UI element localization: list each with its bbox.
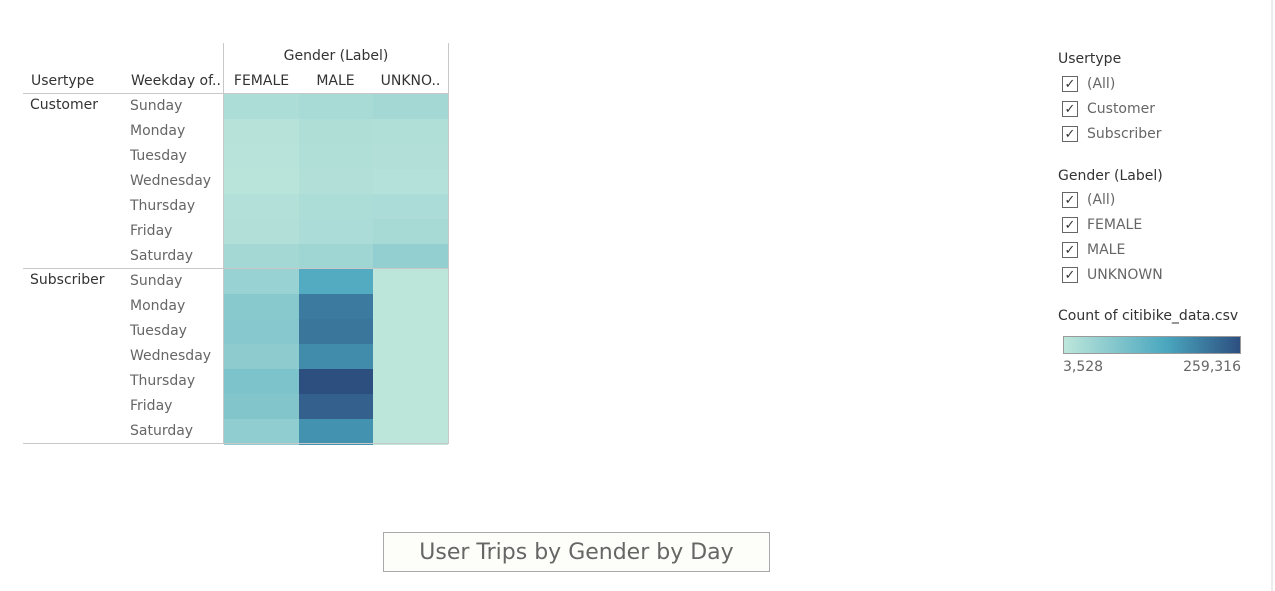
- heatmap-cell[interactable]: [373, 244, 449, 270]
- column-group-header: Gender (Label): [283, 48, 389, 64]
- filter-item-label: FEMALE: [1087, 217, 1143, 233]
- heatmap-cell[interactable]: [298, 269, 374, 295]
- usertype-filter-subscriber[interactable]: ✓ Subscriber: [1062, 125, 1162, 143]
- gender-filter-title: Gender (Label): [1058, 168, 1163, 184]
- heatmap-cell[interactable]: [298, 369, 374, 395]
- heatmap-cell[interactable]: [224, 194, 300, 220]
- heatmap-cell[interactable]: [373, 144, 449, 170]
- heatmap-cell[interactable]: [224, 119, 300, 145]
- weekday-row-label: Friday: [130, 223, 173, 239]
- group-divider: [23, 268, 449, 269]
- weekday-row-label: Sunday: [130, 98, 183, 114]
- vertical-divider: [223, 43, 224, 444]
- column-header-unknown: UNKNO..: [380, 73, 441, 89]
- weekday-row-label: Friday: [130, 398, 173, 414]
- checkbox-checked-icon[interactable]: ✓: [1062, 126, 1078, 142]
- heatmap-cell[interactable]: [298, 169, 374, 195]
- color-legend-min: 3,528: [1063, 359, 1104, 375]
- heatmap-cell[interactable]: [373, 219, 449, 245]
- heatmap-cell[interactable]: [373, 169, 449, 195]
- heatmap-cell[interactable]: [298, 119, 374, 145]
- weekday-row-label: Monday: [130, 123, 186, 139]
- weekday-row-label: Saturday: [130, 423, 194, 439]
- weekday-row-label: Wednesday: [130, 348, 212, 364]
- heatmap-cell[interactable]: [373, 269, 449, 295]
- heatmap-cell[interactable]: [373, 419, 449, 445]
- gender-filter-all[interactable]: ✓ (All): [1062, 191, 1115, 209]
- frame-edge: [1271, 0, 1273, 591]
- heatmap-crosstab: Gender (Label) Usertype Weekday of.. FEM…: [0, 0, 460, 450]
- heatmap-cell[interactable]: [298, 244, 374, 270]
- filter-item-label: (All): [1087, 192, 1116, 208]
- heatmap-cell[interactable]: [373, 369, 449, 395]
- heatmap-cell[interactable]: [224, 244, 300, 270]
- heatmap-cell[interactable]: [298, 144, 374, 170]
- gender-filter-unknown[interactable]: ✓ UNKNOWN: [1062, 266, 1163, 284]
- weekday-row-label: Monday: [130, 298, 186, 314]
- color-legend-max: 259,316: [1183, 359, 1241, 375]
- checkbox-checked-icon[interactable]: ✓: [1062, 101, 1078, 117]
- color-legend-title: Count of citibike_data.csv: [1058, 308, 1239, 324]
- weekday-row-label: Wednesday: [130, 173, 212, 189]
- gender-filter-female[interactable]: ✓ FEMALE: [1062, 216, 1142, 234]
- heatmap-cell[interactable]: [224, 294, 300, 320]
- right-border: [448, 43, 449, 444]
- filter-item-label: Subscriber: [1087, 126, 1162, 142]
- usertype-filter-all[interactable]: ✓ (All): [1062, 75, 1115, 93]
- heatmap-cell[interactable]: [224, 219, 300, 245]
- weekday-row-label: Saturday: [130, 248, 194, 264]
- usertype-row-label: Customer: [30, 97, 99, 113]
- checkbox-checked-icon[interactable]: ✓: [1062, 267, 1078, 283]
- heatmap-cell[interactable]: [298, 219, 374, 245]
- checkbox-checked-icon[interactable]: ✓: [1062, 242, 1078, 258]
- weekday-row-label: Tuesday: [130, 323, 187, 339]
- heatmap-cell[interactable]: [224, 369, 300, 395]
- usertype-filter-title: Usertype: [1058, 51, 1122, 67]
- heatmap-cell[interactable]: [224, 344, 300, 370]
- heatmap-cell[interactable]: [298, 394, 374, 420]
- row-header-usertype: Usertype: [31, 73, 95, 89]
- gender-filter-male[interactable]: ✓ MALE: [1062, 241, 1125, 259]
- heatmap-cell[interactable]: [224, 94, 300, 120]
- filter-item-label: MALE: [1087, 242, 1126, 258]
- bottom-border: [23, 443, 449, 444]
- checkbox-checked-icon[interactable]: ✓: [1062, 76, 1078, 92]
- weekday-row-label: Thursday: [130, 198, 196, 214]
- heatmap-cell[interactable]: [224, 144, 300, 170]
- heatmap-cell[interactable]: [373, 194, 449, 220]
- heatmap-cell[interactable]: [373, 294, 449, 320]
- weekday-row-label: Sunday: [130, 273, 183, 289]
- checkbox-checked-icon[interactable]: ✓: [1062, 217, 1078, 233]
- weekday-row-label: Tuesday: [130, 148, 187, 164]
- heatmap-cell[interactable]: [373, 119, 449, 145]
- heatmap-cell[interactable]: [298, 94, 374, 120]
- heatmap-cell[interactable]: [373, 319, 449, 345]
- sheet-caption: User Trips by Gender by Day: [383, 532, 770, 572]
- row-header-weekday: Weekday of..: [131, 73, 221, 89]
- heatmap-cell[interactable]: [298, 344, 374, 370]
- color-ramp: [1063, 336, 1241, 354]
- filter-item-label: UNKNOWN: [1087, 267, 1163, 283]
- heatmap-cell[interactable]: [298, 319, 374, 345]
- heatmap-cell[interactable]: [373, 94, 449, 120]
- checkbox-checked-icon[interactable]: ✓: [1062, 192, 1078, 208]
- heatmap-cell[interactable]: [224, 394, 300, 420]
- heatmap-cell[interactable]: [298, 194, 374, 220]
- usertype-filter-customer[interactable]: ✓ Customer: [1062, 100, 1155, 118]
- heatmap-cell[interactable]: [224, 419, 300, 445]
- heatmap-cell[interactable]: [298, 419, 374, 445]
- heatmap-cell[interactable]: [298, 294, 374, 320]
- filter-item-label: (All): [1087, 76, 1116, 92]
- heatmap-cell[interactable]: [224, 269, 300, 295]
- weekday-row-label: Thursday: [130, 373, 196, 389]
- header-divider: [23, 93, 449, 94]
- heatmap-cell[interactable]: [373, 394, 449, 420]
- heatmap-cell[interactable]: [224, 319, 300, 345]
- heatmap-cell[interactable]: [373, 344, 449, 370]
- filter-item-label: Customer: [1087, 101, 1156, 117]
- column-header-female: FEMALE: [233, 73, 290, 89]
- usertype-row-label: Subscriber: [30, 272, 105, 288]
- column-header-male: MALE: [316, 73, 355, 89]
- heatmap-cell[interactable]: [224, 169, 300, 195]
